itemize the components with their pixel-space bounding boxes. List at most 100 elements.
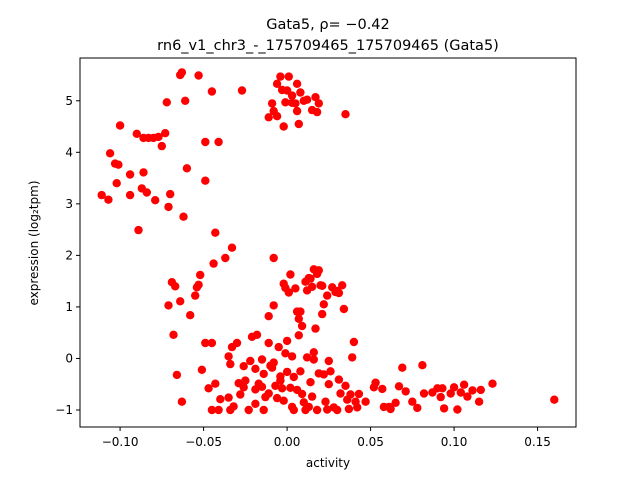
y-tick-label: 2	[65, 248, 73, 262]
data-point	[182, 164, 192, 173]
data-point	[211, 228, 220, 237]
data-point	[177, 397, 187, 406]
data-point	[201, 137, 210, 147]
data-point	[309, 355, 318, 364]
y-axis: −1 0 1 2 3 4 5	[55, 94, 80, 417]
data-point	[197, 365, 207, 374]
data-point	[321, 397, 330, 406]
y-tick-label: 0	[65, 351, 73, 365]
data-point	[341, 381, 350, 390]
data-point	[419, 389, 429, 398]
data-point	[334, 288, 344, 298]
data-point	[221, 253, 230, 263]
data-point	[134, 225, 143, 235]
data-point	[201, 338, 210, 348]
data-point	[386, 404, 395, 414]
data-point	[446, 389, 455, 398]
data-point	[176, 297, 185, 306]
y-tick-label: 3	[65, 197, 73, 211]
data-point	[346, 390, 355, 399]
data-point	[418, 361, 427, 370]
data-point	[154, 132, 163, 142]
data-point	[177, 68, 187, 77]
data-point	[361, 397, 370, 406]
x-tick-label: −0.10	[102, 435, 139, 449]
data-point	[348, 353, 357, 362]
data-point	[112, 179, 121, 188]
data-point	[125, 190, 135, 200]
data-point	[338, 281, 347, 290]
data-point	[334, 375, 344, 384]
data-point	[413, 403, 422, 413]
data-point	[324, 380, 333, 389]
data-point	[209, 259, 218, 268]
data-point	[264, 312, 273, 321]
data-point	[436, 392, 445, 402]
data-point	[272, 393, 282, 403]
data-point	[269, 301, 278, 310]
data-point	[353, 403, 362, 412]
data-point	[104, 195, 113, 204]
data-point	[371, 378, 380, 387]
data-point	[237, 86, 247, 95]
data-point	[269, 253, 278, 263]
x-tick-label: 0.00	[274, 435, 301, 449]
data-point	[191, 291, 200, 300]
data-point	[226, 359, 235, 369]
data-point	[550, 395, 559, 404]
data-point	[289, 372, 298, 382]
data-point	[463, 392, 472, 401]
data-point	[286, 383, 295, 392]
data-point	[287, 352, 297, 361]
x-axis: −0.10 −0.05 0.00 0.05 0.10 0.15	[102, 427, 551, 449]
data-points	[97, 68, 559, 415]
data-point	[214, 405, 223, 415]
data-point	[139, 168, 148, 177]
data-point	[318, 281, 327, 290]
data-point	[251, 399, 260, 408]
data-point	[284, 288, 293, 297]
data-point	[306, 274, 315, 283]
data-point	[307, 105, 317, 115]
data-point	[161, 129, 170, 138]
data-point	[311, 324, 320, 333]
data-point	[307, 282, 317, 291]
data-point	[341, 110, 350, 119]
data-point	[97, 190, 106, 200]
data-point	[459, 380, 469, 389]
data-point	[349, 337, 359, 347]
data-point	[468, 386, 477, 395]
data-point	[239, 362, 248, 371]
data-point	[216, 395, 225, 404]
data-point	[105, 149, 115, 158]
data-point	[344, 404, 354, 414]
data-point	[241, 376, 250, 385]
data-point	[236, 390, 245, 399]
data-point	[272, 79, 282, 89]
data-point	[151, 196, 160, 205]
data-point	[314, 266, 323, 275]
data-point	[488, 379, 497, 388]
chart-subtitle: rn6_v1_chr3_-_175709465_175709465 (Gata5…	[157, 38, 499, 54]
data-point	[318, 309, 327, 319]
y-tick-label: −1	[55, 403, 73, 417]
data-point	[449, 383, 459, 392]
data-point	[282, 367, 292, 377]
data-point	[204, 384, 213, 393]
data-point	[186, 311, 195, 320]
data-point	[394, 382, 404, 391]
data-point	[132, 129, 141, 138]
data-point	[157, 141, 166, 151]
data-point	[307, 392, 317, 401]
data-point	[282, 336, 292, 346]
data-point	[279, 122, 288, 131]
data-point	[214, 137, 223, 147]
data-point	[276, 72, 285, 81]
data-point	[339, 304, 349, 314]
chart-title: Gata5, ρ= −0.42	[266, 17, 390, 33]
data-point	[267, 99, 277, 108]
data-point	[125, 170, 135, 179]
data-point	[439, 404, 449, 413]
